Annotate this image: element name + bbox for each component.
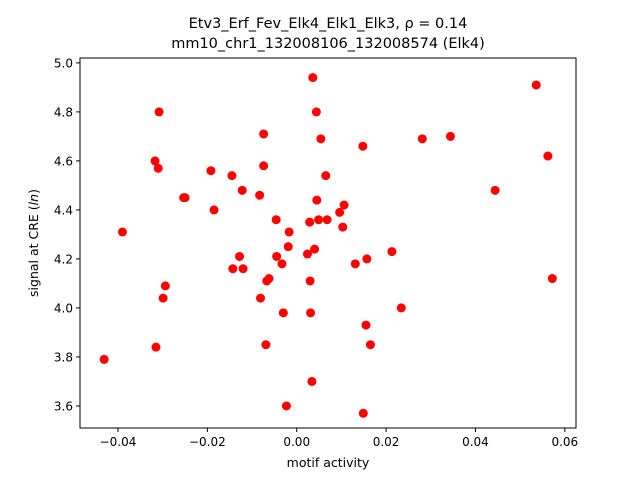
data-point-27 bbox=[278, 308, 288, 318]
data-point-9 bbox=[180, 193, 190, 203]
x-tick-label: 0.04 bbox=[462, 435, 489, 449]
data-point-47 bbox=[350, 259, 360, 269]
data-point-58 bbox=[531, 80, 541, 90]
data-point-42 bbox=[321, 171, 331, 181]
plot-frame bbox=[79, 57, 577, 429]
y-tick-label: 4.4 bbox=[54, 203, 73, 217]
y-tick-label: 3.8 bbox=[54, 350, 73, 364]
y-tick-label: 3.6 bbox=[54, 399, 73, 413]
data-point-2 bbox=[151, 342, 161, 352]
data-point-10 bbox=[206, 166, 216, 176]
data-point-48 bbox=[358, 141, 368, 151]
data-point-41 bbox=[316, 134, 326, 144]
x-tick-label: 0.02 bbox=[373, 435, 400, 449]
data-point-13 bbox=[228, 264, 238, 274]
x-tick-label: 0.06 bbox=[551, 435, 578, 449]
data-point-0 bbox=[99, 354, 109, 364]
data-point-24 bbox=[271, 215, 281, 225]
data-point-34 bbox=[306, 308, 316, 318]
x-tick-label: 0.00 bbox=[283, 435, 310, 449]
data-point-26 bbox=[277, 259, 287, 269]
data-point-55 bbox=[417, 134, 427, 144]
chart-title-line-2: mm10_chr1_132008106_132008574 (Elk4) bbox=[171, 36, 485, 52]
data-point-59 bbox=[543, 151, 553, 161]
y-tick-label: 4.2 bbox=[54, 252, 73, 266]
data-point-33 bbox=[305, 276, 315, 286]
data-point-37 bbox=[310, 244, 320, 254]
data-point-31 bbox=[302, 249, 312, 259]
data-point-6 bbox=[158, 293, 168, 303]
data-point-54 bbox=[396, 303, 406, 313]
y-tick-label: 5.0 bbox=[54, 56, 73, 70]
x-axis-ticks: −0.04 −0.02 0.00 0.02 0.04 0.06 bbox=[100, 428, 578, 449]
y-tick-label: 4.6 bbox=[54, 154, 73, 168]
data-point-3 bbox=[150, 156, 160, 166]
data-point-57 bbox=[490, 185, 500, 195]
y-axis-label: signal at CRE (ln) bbox=[26, 189, 41, 297]
data-point-38 bbox=[311, 107, 321, 117]
data-point-51 bbox=[362, 254, 372, 264]
data-point-40 bbox=[314, 215, 324, 225]
data-point-46 bbox=[339, 200, 349, 210]
x-tick-label: −0.02 bbox=[189, 435, 226, 449]
x-axis-label: motif activity bbox=[287, 455, 370, 470]
data-point-52 bbox=[365, 340, 375, 350]
data-point-15 bbox=[237, 185, 247, 195]
data-point-5 bbox=[154, 107, 164, 117]
data-point-43 bbox=[322, 215, 332, 225]
data-point-50 bbox=[361, 320, 371, 330]
data-point-11 bbox=[209, 205, 219, 215]
data-point-39 bbox=[312, 195, 322, 205]
y-tick-label: 4.8 bbox=[54, 105, 73, 119]
data-point-21 bbox=[261, 340, 271, 350]
data-point-7 bbox=[160, 281, 170, 291]
data-points bbox=[99, 73, 557, 418]
data-point-29 bbox=[283, 242, 293, 252]
data-point-1 bbox=[117, 227, 127, 237]
data-point-25 bbox=[272, 251, 282, 261]
data-point-45 bbox=[338, 222, 348, 232]
y-axis-ticks: 3.6 3.8 4.0 4.2 4.4 4.6 4.8 5.0 bbox=[54, 56, 80, 413]
data-point-4 bbox=[153, 163, 163, 173]
data-point-49 bbox=[358, 408, 368, 418]
data-point-12 bbox=[227, 171, 237, 181]
data-point-32 bbox=[305, 217, 315, 227]
data-point-30 bbox=[284, 227, 294, 237]
data-point-23 bbox=[264, 274, 274, 284]
data-point-44 bbox=[335, 207, 345, 217]
data-point-53 bbox=[387, 247, 397, 257]
data-point-16 bbox=[238, 264, 248, 274]
data-point-20 bbox=[259, 161, 269, 171]
data-point-18 bbox=[256, 293, 266, 303]
chart-title-line-1: Etv3_Erf_Fev_Elk4_Elk1_Elk3, ρ = 0.14 bbox=[189, 16, 468, 32]
data-point-60 bbox=[547, 274, 557, 284]
y-tick-label: 4.0 bbox=[54, 301, 73, 315]
x-tick-label: −0.04 bbox=[100, 435, 137, 449]
data-point-36 bbox=[308, 73, 318, 83]
data-point-17 bbox=[255, 190, 265, 200]
data-point-19 bbox=[259, 129, 269, 139]
data-point-14 bbox=[235, 251, 245, 261]
data-point-35 bbox=[307, 376, 317, 386]
data-point-56 bbox=[445, 131, 455, 141]
data-point-28 bbox=[281, 401, 291, 411]
